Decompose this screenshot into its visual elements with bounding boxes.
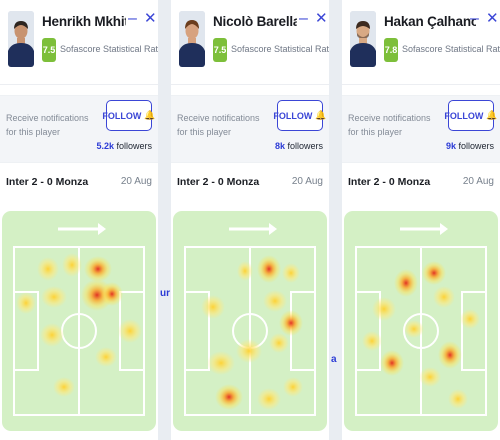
heatmap (344, 211, 498, 431)
close-icon[interactable]: ✕ (144, 10, 157, 27)
arrow-right-icon (400, 223, 448, 235)
followers-count: 9k followers (446, 141, 494, 151)
rating-caption: Sofascore Statistical Rating (60, 44, 158, 54)
arrow-right-icon (58, 223, 106, 235)
minimize-icon[interactable]: – (470, 10, 479, 27)
match-date: 20 Aug (462, 176, 494, 187)
follow-button[interactable]: FOLLOW 🔔 (273, 100, 327, 131)
player-card: Henrikh Mkhitary… – ✕ 7.5 Sofascore Stat… (0, 0, 158, 440)
rating-badge: 7.5 (213, 38, 227, 62)
follow-label: FOLLOW (273, 110, 313, 121)
card-gap: a (329, 0, 342, 440)
notifications-text: Receive notifications for this player (6, 113, 89, 137)
followers-label: followers (116, 141, 152, 151)
followers-count: 5.2k followers (96, 141, 152, 151)
follow-button[interactable]: FOLLOW 🔔 (102, 100, 156, 131)
follow-button[interactable]: FOLLOW 🔔 (444, 100, 498, 131)
follow-label: FOLLOW (444, 110, 484, 121)
match-date: 20 Aug (291, 176, 323, 187)
rating-caption: Sofascore Statistical Rating (402, 44, 500, 54)
notifications-text: Receive notifications for this player (177, 113, 260, 137)
player-card: Hakan Çalhanoğlu – ✕ 7.8 Sofascore Stati… (342, 0, 500, 440)
player-name: Nicolò Barella (213, 14, 297, 29)
player-avatar[interactable] (8, 11, 34, 67)
match-row[interactable]: Inter 2 - 0 Monza 20 Aug (0, 176, 158, 192)
heatmap (173, 211, 327, 431)
followers-number: 5.2k (96, 141, 114, 151)
minimize-icon[interactable]: – (299, 10, 308, 27)
background-text: ur (160, 288, 170, 299)
match-title: Inter 2 - 0 Monza (177, 176, 260, 188)
arrow-right-icon (229, 223, 277, 235)
close-icon[interactable]: ✕ (486, 10, 499, 27)
minimize-icon[interactable]: – (128, 10, 137, 27)
followers-count: 8k followers (275, 141, 323, 151)
followers-number: 8k (274, 141, 285, 151)
bell-icon: 🔔 (486, 110, 498, 120)
player-header: Nicolò Barella – ✕ 7.5 Sofascore Statist… (171, 0, 329, 85)
player-card: Nicolò Barella – ✕ 7.5 Sofascore Statist… (171, 0, 329, 440)
rating-caption: Sofascore Statistical Rating (231, 44, 329, 54)
heatmap (2, 211, 156, 431)
player-name: Henrikh Mkhitary… (42, 14, 126, 29)
match-date: 20 Aug (120, 176, 152, 187)
notifications-text: Receive notifications for this player (348, 113, 431, 137)
notifications-box: Receive notifications for this player FO… (0, 95, 158, 163)
rating-badge: 7.5 (42, 38, 56, 62)
player-header: Henrikh Mkhitary… – ✕ 7.5 Sofascore Stat… (0, 0, 158, 85)
card-gap: ur (158, 0, 171, 440)
notifications-box: Receive notifications for this player FO… (342, 95, 500, 163)
match-row[interactable]: Inter 2 - 0 Monza 20 Aug (171, 176, 329, 192)
followers-label: followers (287, 141, 323, 151)
bell-icon: 🔔 (315, 110, 327, 120)
close-icon[interactable]: ✕ (315, 10, 328, 27)
bell-icon: 🔔 (144, 110, 156, 120)
match-row[interactable]: Inter 2 - 0 Monza 20 Aug (342, 176, 500, 192)
player-avatar[interactable] (179, 11, 205, 67)
followers-number: 9k (445, 141, 456, 151)
notifications-box: Receive notifications for this player FO… (171, 95, 329, 163)
match-title: Inter 2 - 0 Monza (6, 176, 89, 188)
player-avatar[interactable] (350, 11, 376, 67)
follow-label: FOLLOW (102, 110, 142, 121)
background-text: a (331, 354, 337, 365)
player-name: Hakan Çalhanoğlu (384, 14, 476, 29)
player-header: Hakan Çalhanoğlu – ✕ 7.8 Sofascore Stati… (342, 0, 500, 85)
match-title: Inter 2 - 0 Monza (348, 176, 431, 188)
followers-label: followers (458, 141, 494, 151)
rating-badge: 7.8 (384, 38, 398, 62)
